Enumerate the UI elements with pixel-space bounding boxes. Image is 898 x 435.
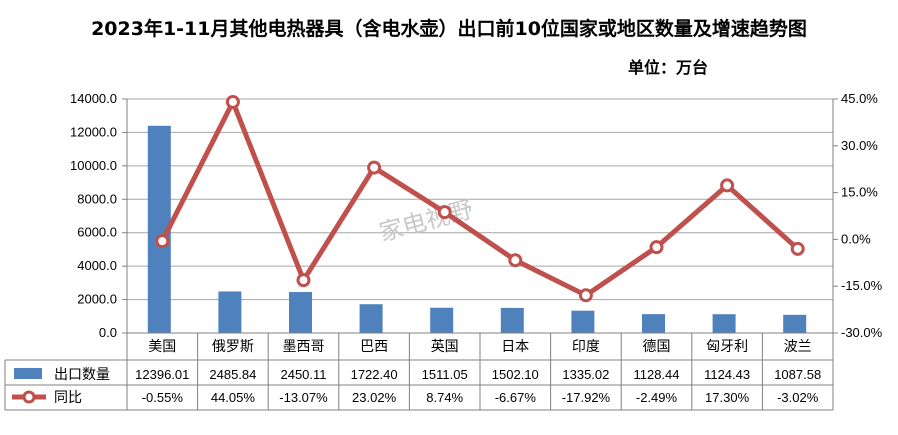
yoy-cell: -2.49%	[636, 390, 678, 405]
right-tick-label: 30.0%	[841, 138, 878, 153]
right-tick-label: -30.0%	[841, 325, 883, 340]
quantity-cell: 1502.10	[492, 367, 539, 382]
left-tick-label: 10000.0	[70, 158, 117, 173]
legend-bar-swatch	[14, 368, 42, 379]
yoy-point-5	[437, 205, 452, 220]
bar-8	[642, 314, 665, 333]
category-label: 印度	[572, 339, 600, 355]
category-label: 日本	[501, 339, 529, 355]
left-tick-label: 2000.0	[77, 292, 117, 307]
yoy-point-6	[508, 253, 523, 268]
yoy-cell: -3.02%	[777, 390, 819, 405]
bar-10	[783, 314, 807, 333]
gridlines	[127, 98, 833, 301]
yoy-cell: 23.02%	[352, 390, 397, 405]
quantity-cell: 1087.58	[774, 367, 821, 382]
right-tick-label: 15.0%	[841, 185, 878, 200]
unit-label: 单位：万台	[628, 58, 709, 77]
yoy-point-3	[296, 273, 311, 288]
quantity-cell: 1128.44	[633, 367, 679, 382]
yoy-point-10	[790, 241, 805, 256]
right-tick-label: 0.0%	[841, 231, 871, 246]
quantity-cell: 2485.84	[209, 367, 256, 382]
left-axis-ticks: 0.0 2000.0 4000.0 6000.0 8000.0 10000.0 12000.…	[70, 91, 117, 340]
legend-line-label: 同比	[54, 390, 82, 406]
category-label: 美国	[148, 339, 176, 355]
bar-5	[430, 307, 454, 333]
bar-6	[500, 307, 524, 333]
yoy-point-2	[225, 94, 240, 109]
category-label: 墨西哥	[283, 339, 325, 355]
quantity-cell: 1335.02	[562, 367, 609, 382]
right-axis-ticks: -30.0% -15.0% 0.0% 15.0% 30.0% 45.0%	[841, 91, 883, 340]
bar-2	[218, 291, 242, 333]
right-tick-label: -15.0%	[841, 278, 883, 293]
left-tick-label: 12000.0	[70, 124, 117, 139]
yoy-point-8	[649, 240, 664, 255]
quantity-cell: 1124.43	[704, 367, 750, 382]
yoy-cell: -6.67%	[495, 390, 537, 405]
quantity-cell: 1722.40	[351, 367, 398, 382]
category-label: 巴西	[360, 339, 388, 355]
yoy-point-1	[155, 234, 170, 249]
bar-3	[289, 292, 312, 333]
bar-7	[571, 310, 595, 333]
quantity-cell: 2450.11	[280, 367, 326, 382]
category-label: 俄罗斯	[212, 339, 254, 355]
category-label: 德国	[643, 339, 671, 355]
bar-series	[147, 125, 807, 334]
legend-bar-label: 出口数量	[54, 367, 110, 383]
bar-1	[147, 125, 171, 334]
legend-line-marker	[22, 390, 36, 404]
yoy-line	[160, 99, 800, 298]
category-label: 英国	[431, 338, 459, 355]
left-tick-label: 14000.0	[70, 91, 117, 106]
yoy-point-9	[720, 178, 735, 193]
quantity-cell: 1511.05	[422, 367, 468, 382]
yoy-cell: 17.30%	[705, 390, 750, 405]
yoy-point-7	[578, 288, 593, 303]
left-tick-label: 4000.0	[77, 258, 117, 273]
bar-9	[712, 314, 736, 333]
category-label: 匈牙利	[706, 339, 748, 355]
yoy-cell: -17.92%	[562, 390, 611, 405]
quantity-cell: 12396.01	[135, 367, 189, 382]
yoy-cell: -0.55%	[142, 390, 184, 405]
chart-title: 2023年1-11月其他电热器具（含电水壶）出口前10位国家或地区数量及增速趋势…	[91, 18, 807, 40]
yoy-cell: 8.74%	[426, 390, 463, 405]
left-tick-label: 6000.0	[77, 225, 117, 240]
right-tick-label: 45.0%	[841, 91, 878, 106]
yoy-cell: 44.05%	[211, 390, 256, 405]
line-series	[155, 94, 805, 303]
category-label: 波兰	[784, 339, 812, 355]
left-tick-label: 8000.0	[77, 191, 117, 206]
bar-4	[359, 304, 383, 333]
left-tick-label: 0.0	[99, 325, 117, 340]
yoy-cell: -13.07%	[279, 390, 328, 405]
yoy-point-4	[367, 160, 382, 175]
